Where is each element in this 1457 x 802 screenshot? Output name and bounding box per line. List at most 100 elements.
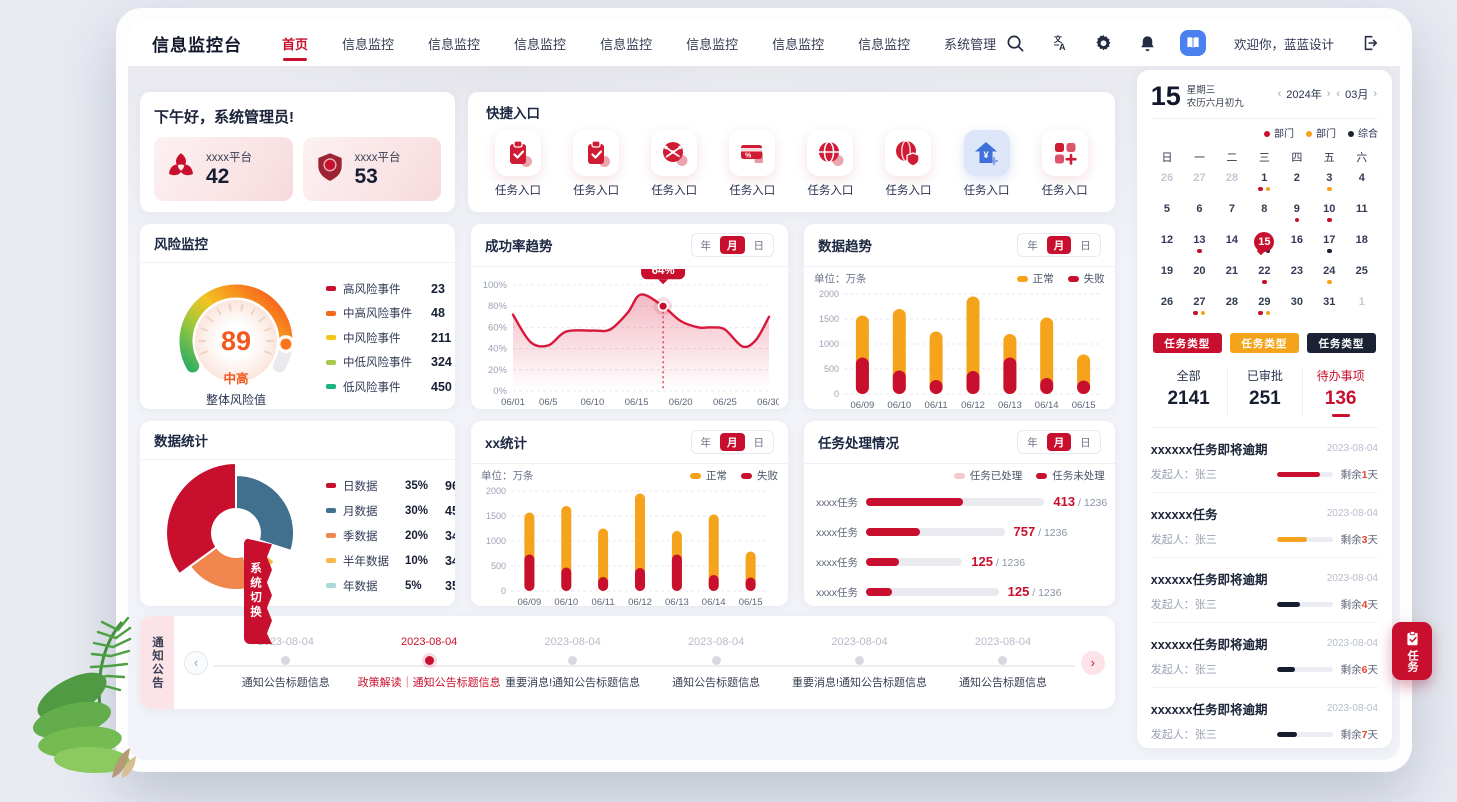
period-option-月[interactable]: 月 bbox=[1046, 236, 1072, 254]
system-switch-tab[interactable]: 系统切换 bbox=[244, 538, 272, 644]
todo-item-4[interactable]: xxxxxx任务即将逾期 2023-08-04 发起人：张三 剩余7天 bbox=[1151, 688, 1378, 752]
calendar-day-28[interactable]: 28 bbox=[1216, 170, 1248, 201]
quick-entry-item-5[interactable]: 任务入口 bbox=[876, 130, 940, 198]
nav-item-0[interactable]: 首页 bbox=[282, 28, 308, 59]
quick-entry-item-7[interactable]: 任务入口 bbox=[1033, 130, 1097, 198]
calendar-day-22[interactable]: 22 bbox=[1248, 263, 1280, 294]
calendar-day-26[interactable]: 26 bbox=[1151, 294, 1183, 325]
calendar-day-27[interactable]: 27 bbox=[1183, 294, 1215, 325]
calendar-day-1[interactable]: 1 bbox=[1346, 294, 1378, 325]
period-option-年[interactable]: 年 bbox=[1027, 436, 1038, 449]
calendar-day-1[interactable]: 1 bbox=[1248, 170, 1280, 201]
calendar-day-20[interactable]: 20 bbox=[1183, 263, 1215, 294]
nav-item-3[interactable]: 信息监控 bbox=[514, 36, 567, 52]
bell-icon[interactable] bbox=[1136, 31, 1160, 55]
calendar-day-17[interactable]: 17 bbox=[1313, 232, 1345, 263]
period-option-年[interactable]: 年 bbox=[700, 436, 712, 449]
calendar-day-19[interactable]: 19 bbox=[1151, 263, 1183, 294]
period-option-月[interactable]: 月 bbox=[720, 236, 745, 254]
calendar-day-27[interactable]: 27 bbox=[1183, 170, 1215, 201]
task-type-button-1[interactable]: 任务类型 bbox=[1229, 333, 1299, 353]
calendar-day-29[interactable]: 29 bbox=[1248, 294, 1280, 325]
calendar-day-30[interactable]: 30 bbox=[1281, 294, 1313, 325]
todo-item-1[interactable]: xxxxxx任务 2023-08-04 发起人：张三 剩余3天 bbox=[1150, 493, 1378, 558]
prev-month-icon[interactable]: ‹ bbox=[1336, 88, 1341, 100]
todo-item-0[interactable]: xxxxxx任务即将逾期 2023-08-04 发起人：张三 剩余1天 bbox=[1150, 428, 1378, 493]
logout-icon[interactable] bbox=[1358, 31, 1382, 55]
task-type-button-0[interactable]: 任务类型 bbox=[1152, 333, 1222, 353]
calendar-day-23[interactable]: 23 bbox=[1281, 263, 1313, 294]
quick-entry-item-4[interactable]: 任务入口 bbox=[798, 130, 862, 198]
search-icon[interactable] bbox=[1004, 31, 1028, 55]
day-event-dots bbox=[1281, 186, 1313, 192]
calendar-day-5[interactable]: 5 bbox=[1151, 201, 1183, 232]
user-avatar[interactable] bbox=[1179, 30, 1206, 56]
quick-entry-item-2[interactable]: 任务入口 bbox=[642, 130, 706, 198]
calendar-day-11[interactable]: 11 bbox=[1346, 201, 1378, 232]
day-number: 20 bbox=[1193, 265, 1206, 277]
notice-item-2[interactable]: 2023-08-04 重要消息!通知公告标题信息 bbox=[501, 636, 644, 690]
calendar-day-7[interactable]: 7 bbox=[1216, 201, 1248, 232]
notice-item-5[interactable]: 2023-08-04 通知公告标题信息 bbox=[931, 636, 1074, 690]
quick-entry-item-1[interactable]: 任务入口 bbox=[564, 130, 628, 198]
period-option-月[interactable]: 月 bbox=[1046, 433, 1072, 451]
todo-item-2[interactable]: xxxxxx任务即将逾期 2023-08-04 发起人：张三 剩余4天 bbox=[1150, 558, 1378, 623]
period-option-日[interactable]: 日 bbox=[1080, 436, 1091, 449]
period-option-年[interactable]: 年 bbox=[1027, 239, 1038, 252]
calendar-day-12[interactable]: 12 bbox=[1151, 232, 1183, 263]
calendar-day-28[interactable]: 28 bbox=[1216, 294, 1248, 325]
timeline-next-button[interactable]: › bbox=[1080, 650, 1105, 675]
next-month-icon[interactable]: › bbox=[1373, 88, 1377, 100]
nav-item-8[interactable]: 系统管理 bbox=[944, 36, 997, 52]
calendar-day-14[interactable]: 14 bbox=[1216, 232, 1248, 263]
calendar-day-18[interactable]: 18 bbox=[1346, 232, 1378, 263]
quick-entry-item-6[interactable]: ¥ 任务入口 bbox=[955, 130, 1019, 198]
nav-item-6[interactable]: 信息监控 bbox=[772, 36, 825, 52]
calendar-day-15[interactable]: 15 bbox=[1248, 232, 1280, 263]
prev-year-icon[interactable]: ‹ bbox=[1277, 88, 1282, 100]
stat-tab-全部[interactable]: 全部 2141 bbox=[1151, 367, 1227, 417]
nav-item-7[interactable]: 信息监控 bbox=[858, 36, 911, 52]
svg-text:06/13: 06/13 bbox=[998, 400, 1022, 409]
settings-gear-icon[interactable] bbox=[1092, 31, 1116, 55]
calendar-day-16[interactable]: 16 bbox=[1281, 232, 1313, 263]
next-year-icon[interactable]: › bbox=[1326, 88, 1331, 100]
notice-item-3[interactable]: 2023-08-04 通知公告标题信息 bbox=[644, 636, 787, 690]
calendar-day-9[interactable]: 9 bbox=[1281, 201, 1313, 232]
stat-tab-待办事项[interactable]: 待办事项 136 bbox=[1302, 367, 1378, 417]
nav-item-1[interactable]: 信息监控 bbox=[342, 36, 395, 52]
todo-item-3[interactable]: xxxxxx任务即将逾期 2023-08-04 发起人：张三 剩余6天 bbox=[1150, 623, 1378, 688]
calendar-day-2[interactable]: 2 bbox=[1281, 170, 1313, 201]
notice-item-4[interactable]: 2023-08-04 重要消息!通知公告标题信息 bbox=[788, 636, 931, 690]
task-float-button[interactable]: 任务 bbox=[1392, 622, 1432, 680]
period-option-日[interactable]: 日 bbox=[753, 239, 765, 252]
platform-stat-card-1[interactable]: xxxx平台 53 bbox=[302, 137, 441, 201]
calendar-day-3[interactable]: 3 bbox=[1313, 170, 1345, 201]
quick-entry-item-0[interactable]: 任务入口 bbox=[486, 130, 550, 198]
period-option-月[interactable]: 月 bbox=[720, 433, 745, 451]
notice-item-1[interactable]: 2023-08-04 政策解读｜通知公告标题信息 bbox=[357, 636, 501, 690]
quick-entry-item-3[interactable]: % 任务入口 bbox=[720, 130, 784, 198]
timeline-prev-button[interactable]: ‹ bbox=[184, 650, 208, 675]
platform-stat-card-0[interactable]: xxxx平台 42 bbox=[154, 137, 293, 201]
calendar-day-13[interactable]: 13 bbox=[1183, 232, 1215, 263]
notice-item-0[interactable]: 2023-08-04 通知公告标题信息 bbox=[214, 636, 357, 690]
calendar-day-24[interactable]: 24 bbox=[1313, 263, 1345, 294]
nav-item-4[interactable]: 信息监控 bbox=[600, 36, 653, 52]
stat-tab-已审批[interactable]: 已审批 251 bbox=[1226, 367, 1303, 417]
task-type-button-2[interactable]: 任务类型 bbox=[1306, 333, 1376, 353]
period-option-日[interactable]: 日 bbox=[753, 436, 765, 449]
calendar-day-10[interactable]: 10 bbox=[1313, 201, 1345, 232]
nav-item-5[interactable]: 信息监控 bbox=[686, 36, 739, 52]
period-option-年[interactable]: 年 bbox=[700, 239, 712, 252]
calendar-day-6[interactable]: 6 bbox=[1183, 201, 1215, 232]
calendar-day-26[interactable]: 26 bbox=[1151, 170, 1183, 201]
calendar-day-25[interactable]: 25 bbox=[1346, 263, 1378, 294]
calendar-day-4[interactable]: 4 bbox=[1346, 170, 1378, 201]
period-option-日[interactable]: 日 bbox=[1080, 239, 1091, 252]
calendar-day-8[interactable]: 8 bbox=[1248, 201, 1280, 232]
calendar-day-21[interactable]: 21 bbox=[1216, 263, 1248, 294]
calendar-day-31[interactable]: 31 bbox=[1313, 294, 1345, 325]
nav-item-2[interactable]: 信息监控 bbox=[428, 36, 481, 52]
